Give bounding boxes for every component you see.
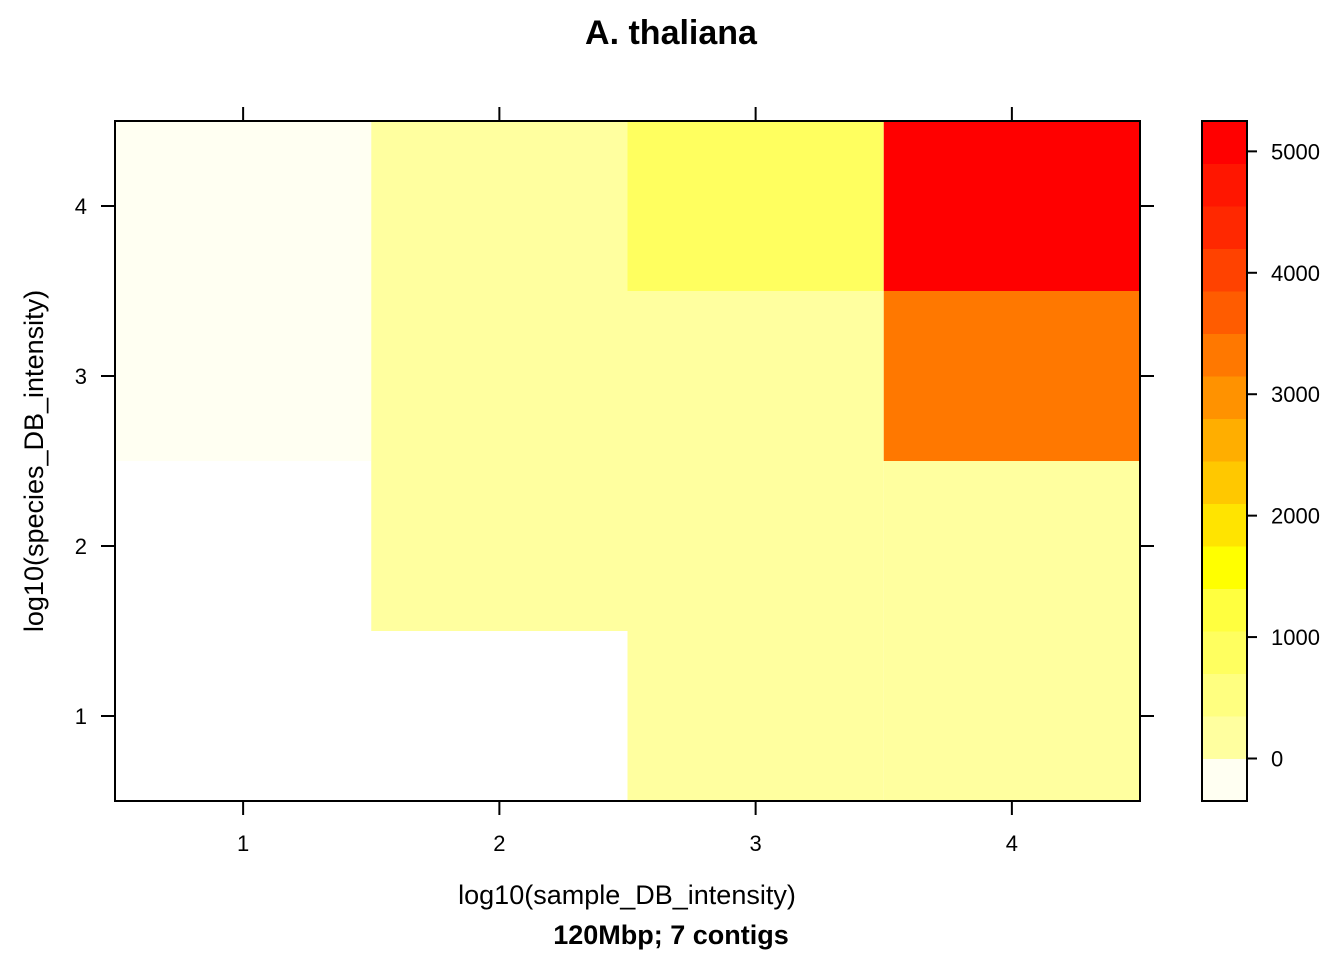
heatmap-cell (883, 291, 1140, 461)
heatmap-cell (627, 291, 884, 461)
color-key-swatch (1202, 163, 1247, 207)
color-key-swatch (1202, 248, 1247, 292)
heatmap-cell (115, 121, 372, 291)
heatmap-cell (883, 121, 1140, 291)
color-key-swatch (1202, 716, 1247, 759)
heatmap-cell (627, 631, 884, 801)
x-tick-label: 2 (493, 831, 505, 856)
heatmap-cell (371, 291, 628, 461)
y-tick-label: 3 (75, 364, 87, 389)
color-key-swatch (1202, 418, 1247, 462)
color-key-swatch (1202, 588, 1247, 632)
heatmap-cell (627, 461, 884, 631)
color-key-swatch (1202, 631, 1247, 674)
color-key-swatch (1202, 333, 1247, 377)
heatmap-cell (371, 461, 628, 631)
color-key-tick-label: 2000 (1271, 504, 1320, 529)
x-tick-label: 4 (1006, 831, 1018, 856)
x-axis: 1 2 3 4 (237, 107, 1018, 856)
y-tick-label: 4 (75, 194, 87, 219)
color-key-swatch (1202, 206, 1247, 249)
heatmap-cell (371, 121, 628, 291)
heatmap-cell (115, 291, 372, 461)
chart-subtitle: 120Mbp; 7 contigs (553, 920, 789, 950)
color-key-swatch (1202, 673, 1247, 717)
x-tick-label: 1 (237, 831, 249, 856)
y-tick-label: 2 (75, 534, 87, 559)
color-key-tick-label: 0 (1271, 747, 1283, 772)
plot-frame (114, 120, 1141, 802)
color-key-swatch (1202, 503, 1247, 547)
y-axis-label: log10(species_DB_intensity) (19, 290, 49, 632)
color-key-swatch (1202, 291, 1247, 334)
color-key-swatch (1202, 546, 1247, 589)
color-key-swatch (1202, 121, 1247, 164)
color-key-swatch (1202, 461, 1247, 504)
x-axis-label: log10(sample_DB_intensity) (458, 880, 796, 910)
color-key-swatch (1202, 758, 1247, 802)
color-key-tick-label: 1000 (1271, 625, 1320, 650)
color-key-frame (1201, 120, 1248, 802)
heatmap-cell (627, 121, 884, 291)
x-tick-label: 3 (750, 831, 762, 856)
chart-title: A. thaliana (585, 14, 758, 52)
color-key-tick-label: 3000 (1271, 382, 1320, 407)
color-key-tick-label: 4000 (1271, 261, 1320, 286)
heatmap-cell (883, 631, 1140, 801)
color-key: 0 1000 2000 3000 4000 5000 (1201, 120, 1320, 802)
y-axis: 1 2 3 4 (75, 194, 1154, 729)
y-tick-label: 1 (75, 704, 87, 729)
color-key-swatch (1202, 376, 1247, 419)
heatmap-cells (115, 121, 1140, 801)
color-key-tick-label: 5000 (1271, 139, 1320, 164)
heatmap-cell (883, 461, 1140, 631)
